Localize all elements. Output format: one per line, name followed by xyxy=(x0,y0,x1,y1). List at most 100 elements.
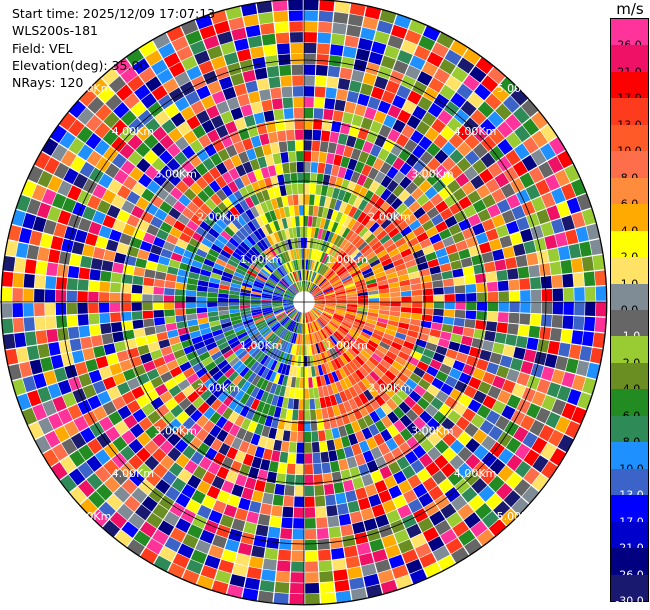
velocity-gate xyxy=(246,566,262,580)
velocity-gate xyxy=(123,92,140,109)
velocity-gate xyxy=(308,311,315,321)
velocity-gate xyxy=(556,201,571,218)
velocity-gate xyxy=(506,220,520,235)
velocity-gate xyxy=(227,180,239,194)
velocity-gate xyxy=(441,417,455,432)
velocity-gate xyxy=(308,388,315,399)
velocity-gate xyxy=(380,175,393,188)
velocity-gate xyxy=(476,529,495,546)
colorbar-swatch xyxy=(611,468,648,496)
velocity-gate xyxy=(448,341,461,352)
velocity-gate xyxy=(251,348,261,358)
velocity-gate xyxy=(229,255,241,265)
velocity-gate xyxy=(261,342,270,352)
velocity-gate xyxy=(340,254,350,264)
velocity-gate xyxy=(195,162,209,176)
velocity-gate xyxy=(515,335,528,349)
velocity-gate xyxy=(283,298,294,301)
velocity-gate xyxy=(452,187,467,202)
velocity-gate xyxy=(178,397,192,411)
velocity-gate xyxy=(227,259,239,268)
velocity-gate xyxy=(266,262,275,272)
velocity-gate xyxy=(216,466,230,480)
velocity-gate xyxy=(102,215,116,229)
velocity-gate xyxy=(594,270,606,286)
velocity-gate xyxy=(138,479,155,495)
velocity-gate xyxy=(288,332,294,343)
velocity-gate xyxy=(334,579,350,592)
velocity-gate xyxy=(46,329,59,343)
velocity-gate xyxy=(560,259,573,274)
velocity-gate xyxy=(335,143,346,156)
velocity-gate xyxy=(74,361,88,376)
velocity-gate xyxy=(289,593,304,605)
velocity-gate xyxy=(312,272,319,283)
velocity-gate xyxy=(261,303,272,307)
velocity-gate xyxy=(240,532,255,545)
velocity-gate xyxy=(80,498,98,516)
velocity-gate xyxy=(317,32,332,44)
velocity-gate xyxy=(228,398,240,411)
velocity-gate xyxy=(371,262,383,271)
velocity-gate xyxy=(47,175,63,192)
velocity-gate xyxy=(470,109,487,126)
velocity-gate xyxy=(262,403,271,415)
velocity-gate xyxy=(356,542,372,556)
velocity-gate xyxy=(273,10,289,23)
velocity-gate xyxy=(199,372,212,384)
colorbar-swatch xyxy=(611,362,648,390)
velocity-gate xyxy=(351,235,362,246)
velocity-gate xyxy=(406,115,421,130)
velocity-gate xyxy=(16,242,29,258)
velocity-gate xyxy=(126,377,141,391)
velocity-gate xyxy=(350,326,362,334)
velocity-gate xyxy=(150,376,164,389)
velocity-gate xyxy=(216,374,228,386)
velocity-gate xyxy=(128,118,144,134)
velocity-gate xyxy=(396,327,408,335)
velocity-gate xyxy=(212,329,224,337)
velocity-gate xyxy=(163,295,175,302)
velocity-gate xyxy=(148,487,165,503)
velocity-gate xyxy=(297,237,301,249)
velocity-gate xyxy=(275,429,284,441)
velocity-gate xyxy=(540,124,557,142)
velocity-gate xyxy=(244,577,260,590)
velocity-gate xyxy=(5,240,18,257)
velocity-gate xyxy=(145,50,163,67)
velocity-gate xyxy=(429,328,442,338)
velocity-gate xyxy=(281,441,290,453)
velocity-gate xyxy=(443,309,455,318)
velocity-gate xyxy=(72,388,87,403)
velocity-gate xyxy=(512,160,528,177)
velocity-gate xyxy=(285,275,293,285)
velocity-gate xyxy=(484,330,496,342)
velocity-gate xyxy=(259,133,270,146)
velocity-gate xyxy=(347,302,358,305)
velocity-gate xyxy=(354,161,365,174)
velocity-gate xyxy=(339,390,348,403)
velocity-gate xyxy=(140,93,157,109)
velocity-gate xyxy=(305,312,309,323)
velocity-gate xyxy=(27,165,44,184)
velocity-gate xyxy=(100,270,112,282)
velocity-gate xyxy=(522,136,539,154)
velocity-gate xyxy=(129,166,144,182)
velocity-gate xyxy=(338,367,347,379)
velocity-gate xyxy=(392,258,405,267)
velocity-gate xyxy=(347,500,360,513)
velocity-gate xyxy=(92,380,107,395)
velocity-gate xyxy=(69,450,86,468)
velocity-gate xyxy=(432,280,444,288)
velocity-gate xyxy=(366,436,378,450)
velocity-gate xyxy=(116,242,129,255)
colorbar-swatch xyxy=(611,521,648,549)
velocity-gate xyxy=(286,262,293,273)
velocity-gate xyxy=(292,260,298,271)
velocity-gate xyxy=(334,330,344,340)
velocity-gate xyxy=(317,538,330,550)
velocity-gate xyxy=(68,376,82,391)
velocity-gate xyxy=(252,333,262,343)
velocity-gate xyxy=(220,249,232,259)
velocity-gate xyxy=(328,322,338,331)
